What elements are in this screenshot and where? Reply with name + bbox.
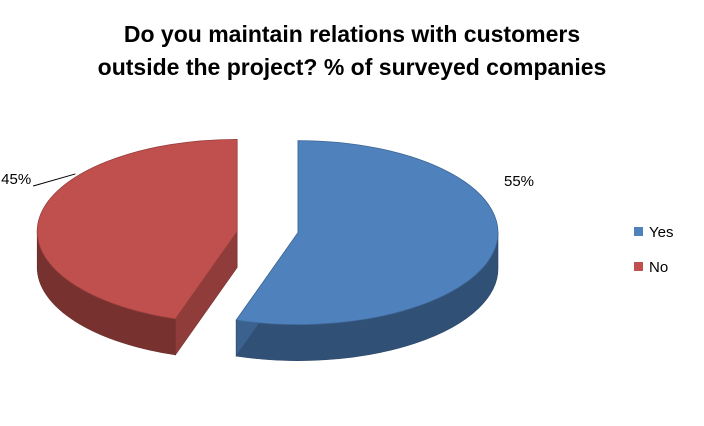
leader-line-no [33, 173, 76, 187]
legend: Yes No [634, 224, 673, 276]
pie-slice-top-no [36, 138, 238, 320]
data-labels-layer: 55% 45% [1, 171, 534, 190]
pie-slice-top-yes [235, 140, 499, 326]
chart-title-line-1: Do you maintain relations with customers [123, 21, 581, 47]
legend-swatch-yes [634, 227, 643, 236]
legend-swatch-no [634, 262, 643, 271]
data-label-yes: 55% [504, 173, 534, 190]
legend-label-yes: Yes [649, 224, 673, 241]
chart-title-line-2: outside the project? % of surveyed compa… [97, 54, 607, 80]
pie-slice-no [36, 138, 238, 356]
slices-layer [36, 138, 499, 361]
legend-item-yes: Yes [634, 224, 673, 241]
data-label-no: 45% [1, 171, 31, 188]
pie-slice-yes [235, 140, 499, 361]
legend-item-no: No [634, 259, 668, 276]
legend-label-no: No [649, 259, 668, 276]
